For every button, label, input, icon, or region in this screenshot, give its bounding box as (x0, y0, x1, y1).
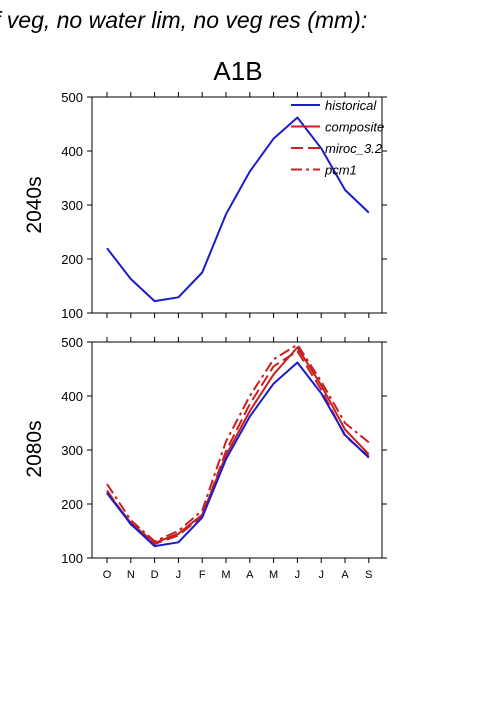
x-tick-label: F (199, 569, 206, 581)
series-line-pcm1 (106, 343, 370, 543)
y-tick-label: 400 (61, 389, 83, 404)
series-line-historical (106, 116, 370, 303)
x-tick-label: A (341, 569, 349, 581)
y-tick-label: 200 (61, 252, 83, 267)
legend-label: miroc_3.2 (325, 141, 383, 156)
y-tick-label: 200 (61, 497, 83, 512)
y-tick-label: 100 (61, 551, 83, 566)
y-tick-label: 400 (61, 144, 83, 159)
y-tick-label: 100 (61, 306, 83, 321)
y-tick-label: 300 (61, 443, 83, 458)
y-tick-label: 300 (61, 198, 83, 213)
x-tick-label: A (246, 569, 254, 581)
x-tick-label: M (269, 569, 278, 581)
panel-2080s: 2080s 100 200 300 400 500 O N D J F M A M J J A S (23, 335, 387, 581)
series-line-composite (106, 346, 370, 544)
row-label-2080s: 2080s (23, 420, 46, 477)
legend-label: pcm1 (324, 163, 357, 178)
figure-subtitle: A1B (213, 56, 262, 86)
x-tick-label: D (151, 569, 159, 581)
figure-title: f veg, no water lim, no veg res (mm): (0, 7, 367, 33)
x-tick-label: S (365, 569, 372, 581)
y-tick-label: 500 (61, 335, 83, 350)
x-tick-label: J (318, 569, 324, 581)
legend: historical composite miroc_3.2 pcm1 (291, 98, 384, 178)
series-line-miroc-3-2 (106, 350, 370, 545)
x-tick-label: O (103, 569, 112, 581)
row-label-2040s: 2040s (23, 176, 46, 233)
series-line-historical (106, 361, 370, 548)
x-tick-label: N (127, 569, 135, 581)
x-tick-label: M (221, 569, 230, 581)
legend-label: composite (325, 120, 384, 135)
legend-label: historical (325, 98, 377, 113)
x-tick-label: J (176, 569, 182, 581)
panel-2040s: 2040s 100 200 300 400 500 historical composite… (23, 90, 387, 321)
y-tick-label: 500 (61, 90, 83, 105)
x-tick-label: J (295, 569, 301, 581)
